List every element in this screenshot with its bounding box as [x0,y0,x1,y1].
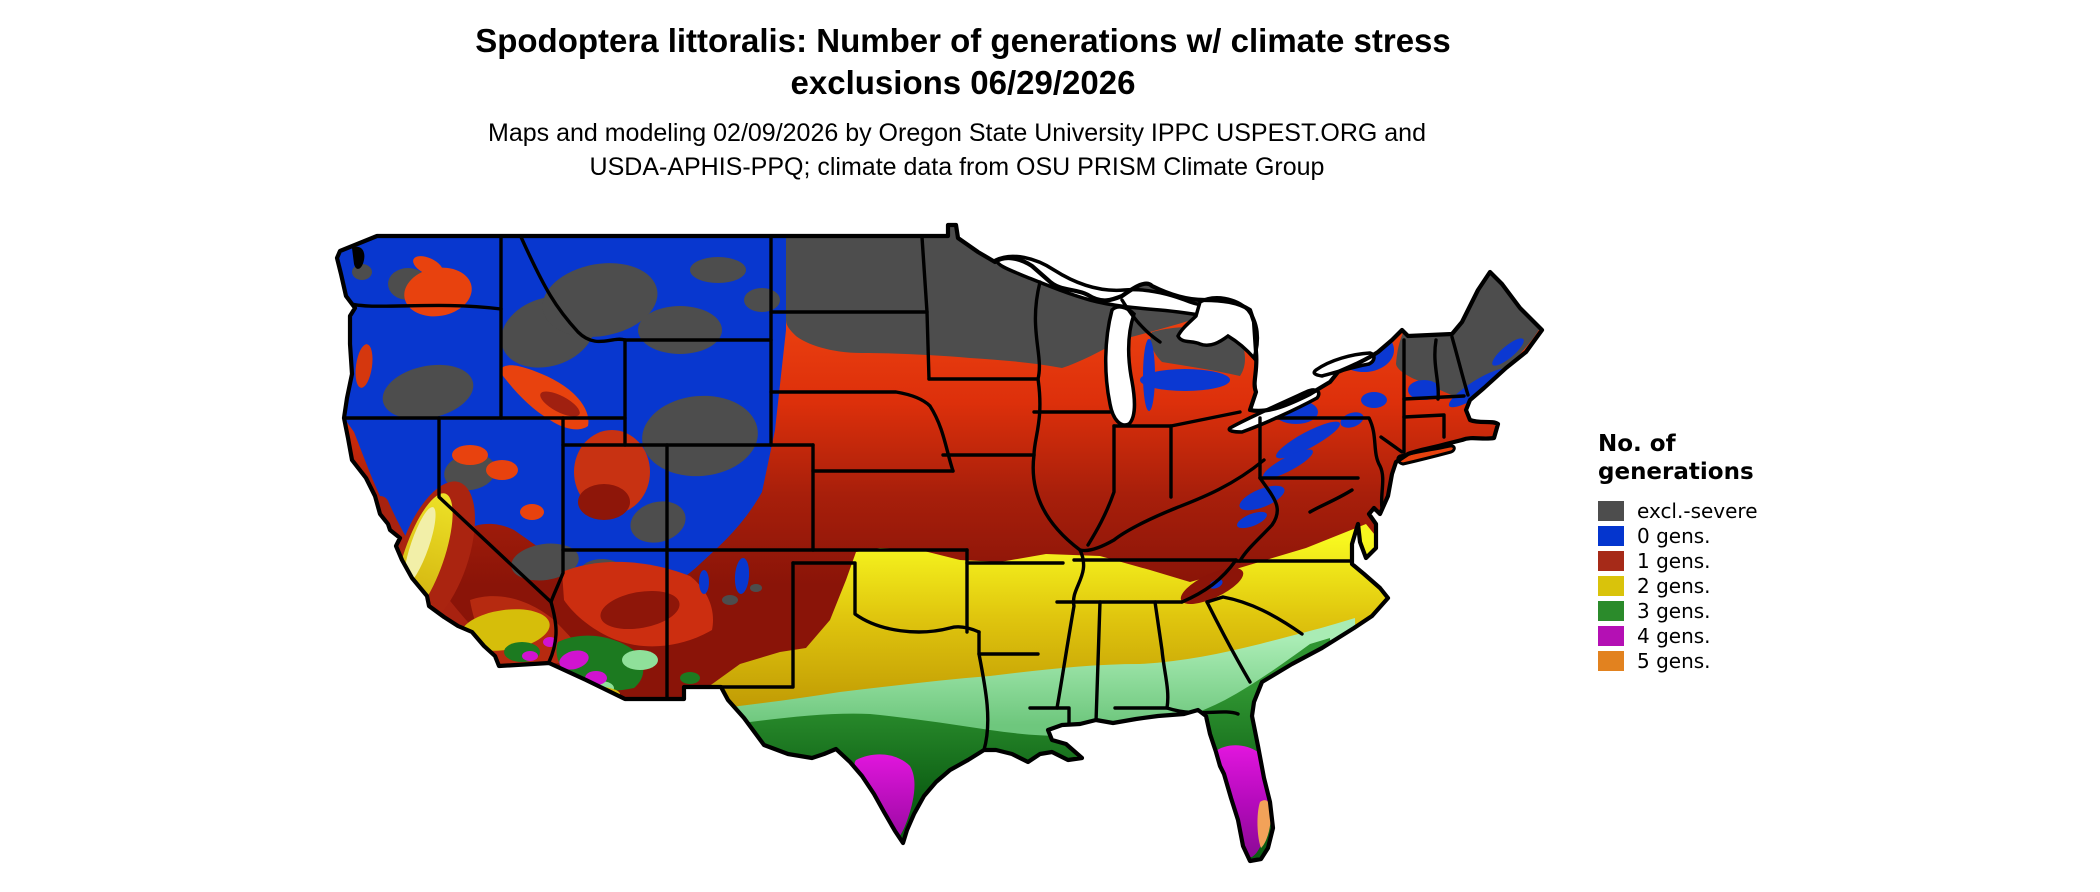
lake-michigan [1104,305,1137,427]
legend-row: 3 gens. [1598,598,1758,623]
legend-row: 1 gens. [1598,548,1758,573]
legend-swatch-4-gens [1598,625,1624,646]
legend-row: 0 gens. [1598,523,1758,548]
legend-title: No. of generations [1598,430,1758,486]
blue-lakeshore-east [1143,339,1155,411]
legend: No. of generations excl.-severe 0 gens. … [1598,430,1758,673]
blue-michigan-fringe [1140,369,1230,391]
florida-keys [895,839,901,843]
legend-title-line2: generations [1598,459,1754,485]
legend-swatch-2-gens [1598,575,1624,596]
legend-swatch-5-gens [1598,650,1624,671]
legend-items: excl.-severe 0 gens. 1 gens. 2 gens. 3 g… [1598,498,1758,673]
legend-label: 4 gens. [1637,623,1711,648]
great-lakes [993,254,1376,434]
map-title: Spodoptera littoralis: Number of generat… [263,20,1663,104]
legend-label: 0 gens. [1637,523,1711,548]
band-4-gens-texas [854,754,915,840]
legend-swatch-excl-severe [1598,500,1624,521]
legend-row: excl.-severe [1598,498,1758,523]
legend-label: excl.-severe [1637,498,1758,523]
legend-label: 1 gens. [1637,548,1711,573]
map-subtitle-line1: Maps and modeling 02/09/2026 by Oregon S… [488,119,1426,147]
red-west-patches [355,256,650,520]
map-title-line1: Spodoptera littoralis: Number of generat… [475,22,1451,59]
legend-swatch-3-gens [1598,600,1624,621]
legend-title-line1: No. of [1598,431,1676,457]
legend-swatch-0-gens [1598,525,1624,546]
excluded-northeast [1396,270,1540,398]
legend-label: 3 gens. [1637,598,1711,623]
legend-swatch-1-gens [1598,550,1624,571]
lake-ontario [1312,351,1376,378]
map-title-line2: exclusions 06/29/2026 [790,64,1136,101]
legend-label: 5 gens. [1637,648,1711,673]
map-subtitle: Maps and modeling 02/09/2026 by Oregon S… [257,116,1657,184]
legend-label: 2 gens. [1637,573,1711,598]
legend-row: 5 gens. [1598,648,1758,673]
map-subtitle-line2: USDA-APHIS-PPQ; climate data from OSU PR… [589,153,1325,181]
legend-row: 2 gens. [1598,573,1758,598]
state-borders [342,233,1470,752]
puget-sound [352,246,365,269]
legend-row: 4 gens. [1598,623,1758,648]
southwest-features [543,558,750,702]
long-island [1396,444,1456,466]
band-5-gens-florida [1257,800,1271,848]
conus-outline [334,222,1545,864]
